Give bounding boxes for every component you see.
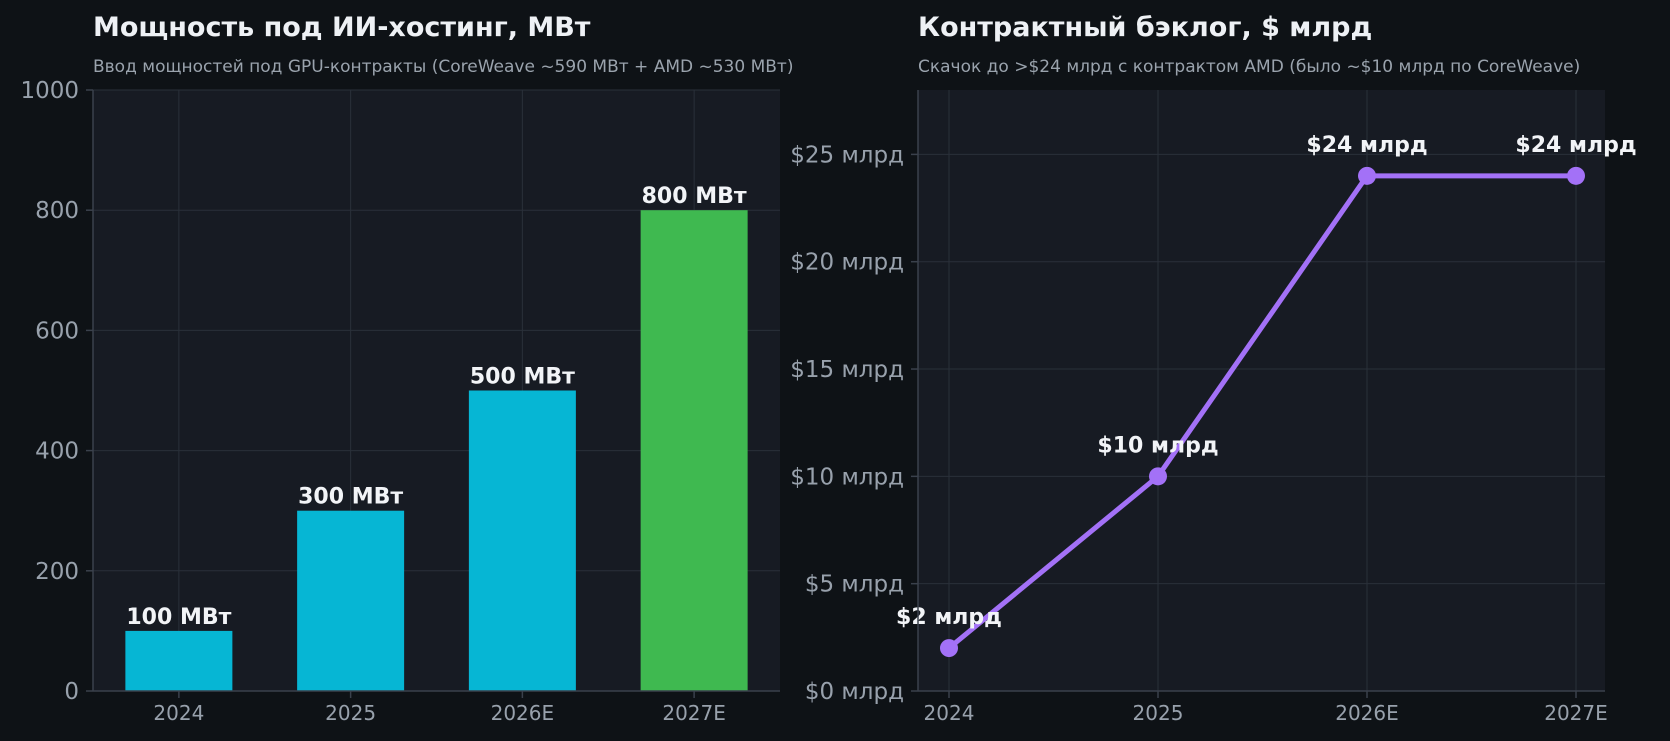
line-chart-title: Контрактный бэклог, $ млрд [918,12,1372,43]
line-point [1149,467,1167,486]
line-data-label: $10 млрд [1097,433,1218,458]
bar-chart-subtitle: Ввод мощностей под GPU-контракты (CoreWe… [93,57,793,77]
bar-chart-title: Мощность под ИИ-хостинг, МВт [93,12,591,43]
bar-y-tick-label: 400 [35,439,79,465]
line-chart: Контрактный бэклог, $ млрд Скачок до >$2… [790,12,1636,725]
bar-y-tick-label: 800 [35,198,79,224]
line-x-tick-label: 2024 [924,701,975,725]
bar [125,630,233,691]
bar-y-tick-label: 0 [64,679,79,705]
bar-x-tick-label: 2025 [325,701,376,725]
bar-y-axis: 0 200 400 600 800 1000 [20,78,94,705]
bar [297,510,405,691]
bar-x-tick-label: 2024 [153,701,204,725]
bar-x-tick-label: 2027E [662,701,726,725]
bar-data-label: 500 МВт [470,365,575,390]
line-point [1567,166,1585,185]
line-x-axis: 2024 2025 2026E 2027E [918,690,1608,725]
line-y-tick-label: $10 млрд [790,464,904,490]
line-y-tick-label: $0 млрд [805,679,904,705]
line-x-tick-label: 2025 [1133,701,1184,725]
bar-y-tick-label: 200 [35,559,79,585]
bar [468,390,576,691]
line-data-label: $24 млрд [1515,133,1636,158]
bar-chart: Мощность под ИИ-хостинг, МВт Ввод мощнос… [20,12,793,725]
bar-y-tick-label: 1000 [20,78,79,104]
bar-data-label: 800 МВт [642,184,747,209]
bar-y-tick-label: 600 [35,318,79,344]
line-y-tick-label: $5 млрд [805,572,904,598]
line-y-tick-label: $15 млрд [790,357,904,383]
line-x-tick-label: 2026E [1335,701,1399,725]
bar-data-label: 100 МВт [126,605,231,630]
line-chart-subtitle: Скачок до >$24 млрд с контрактом AMD (бы… [918,57,1580,77]
line-point [1358,166,1376,185]
bar-x-tick-label: 2026E [491,701,555,725]
line-y-tick-label: $20 млрд [790,250,904,276]
bar-marks [125,210,748,691]
line-data-label: $24 млрд [1306,133,1427,158]
bar [640,210,748,691]
bar-data-label: 300 МВт [298,485,403,510]
line-x-tick-label: 2027E [1544,701,1608,725]
line-plot-area [918,90,1605,691]
line-data-labels: $2 млрд $10 млрд $24 млрд $24 млрд [896,133,1637,630]
line-marks [940,166,1585,658]
line-y-axis: $0 млрд $5 млрд $10 млрд $15 млрд $20 млрд $2… [790,90,919,705]
line-data-label: $2 млрд [896,605,1002,630]
bar-data-labels: 100 МВт 300 МВт 500 МВт 800 МВт [126,184,746,630]
line-series-backlog [946,173,1579,651]
line-point [940,639,958,658]
line-y-tick-label: $25 млрд [790,142,904,168]
bar-x-axis: 2024 2025 2026E 2027E [93,690,780,725]
